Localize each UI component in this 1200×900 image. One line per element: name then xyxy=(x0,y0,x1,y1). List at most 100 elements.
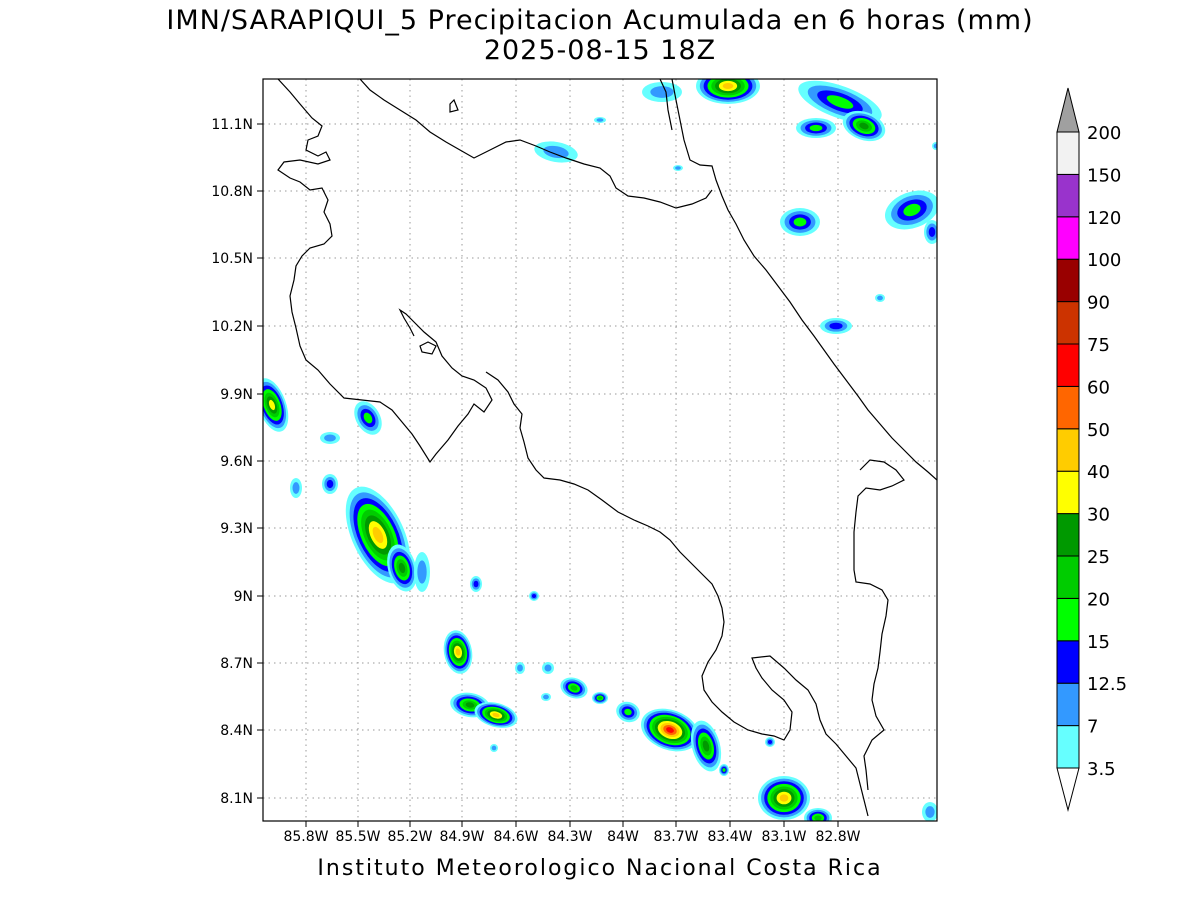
rain-cell xyxy=(690,720,722,772)
colorbar-swatch xyxy=(1056,555,1080,599)
rain-cell xyxy=(765,737,775,747)
colorbar-label: 90 xyxy=(1087,293,1110,314)
rain-cell xyxy=(529,591,539,601)
rain-cell xyxy=(560,677,588,699)
rain-contour xyxy=(544,664,552,672)
colorbar-label: 20 xyxy=(1087,589,1110,610)
colorbar-label: 30 xyxy=(1087,505,1110,526)
rain-contour xyxy=(702,740,710,752)
rain-cell xyxy=(490,744,498,752)
rain-contour xyxy=(292,482,300,494)
rain-cell xyxy=(387,544,417,592)
pacific-coast-north xyxy=(277,79,493,464)
caribbean-coast-north xyxy=(659,79,673,131)
colorbar-swatch xyxy=(1056,597,1080,642)
rain-contour xyxy=(903,203,921,217)
colorbar-swatch xyxy=(1056,343,1080,387)
rain-cell xyxy=(515,662,525,674)
rain-cell xyxy=(290,478,302,498)
rain-cell xyxy=(642,82,682,102)
rain-contour xyxy=(324,434,336,442)
rain-contour xyxy=(624,708,632,716)
rain-cell xyxy=(719,764,729,776)
rain-contour xyxy=(877,295,883,301)
colorbar-swatch xyxy=(1056,173,1080,218)
lat-tick-label: 9.6N xyxy=(220,454,253,470)
rain-contour xyxy=(491,745,497,751)
colorbar-label: 15 xyxy=(1087,632,1110,653)
nicaragua-border xyxy=(359,79,713,209)
lat-tick-label: 8.7N xyxy=(220,656,253,672)
rain-cell xyxy=(542,662,554,674)
colorbar-swatch xyxy=(1056,682,1080,727)
colorbar-swatch xyxy=(1056,301,1080,345)
rain-contour xyxy=(829,322,843,330)
rain-cell xyxy=(354,401,382,435)
rain-cell xyxy=(922,802,937,821)
rain-cell xyxy=(820,318,852,334)
nicaragua-lake-island xyxy=(449,98,459,113)
rain-cell xyxy=(534,141,578,163)
rain-contour xyxy=(372,526,384,544)
colorbar-label: 120 xyxy=(1087,208,1121,229)
rain-cell xyxy=(263,378,289,432)
rain-contour xyxy=(465,702,475,708)
rain-contour xyxy=(826,95,854,109)
map-title: IMN/SARAPIQUI_5 Precipitacion Acumulada … xyxy=(166,5,1034,36)
colorbar-label: 3.5 xyxy=(1087,759,1116,780)
rain-contour xyxy=(363,412,373,424)
lon-tick-label: 84.9W xyxy=(439,829,484,845)
rain-cell xyxy=(924,220,937,244)
rain-cell xyxy=(594,117,606,123)
pacific-coast-central xyxy=(485,371,869,817)
rain-contour xyxy=(543,145,569,159)
rain-cell xyxy=(875,294,885,302)
colorbar-swatch xyxy=(1056,131,1080,175)
rain-cell xyxy=(640,708,700,752)
rain-contour xyxy=(517,664,523,672)
precipitation-field xyxy=(263,79,937,821)
colorbar-swatch xyxy=(1056,385,1080,430)
colorbar-swatch xyxy=(1056,640,1080,684)
rain-cell xyxy=(470,576,482,592)
colorbar-swatch xyxy=(1056,513,1080,557)
rain-contour xyxy=(596,118,604,122)
lon-tick-label: 85.2W xyxy=(387,829,432,845)
lat-tick-label: 9.9N xyxy=(220,387,253,403)
colorbar-label: 50 xyxy=(1087,420,1110,441)
colorbar-label: 200 xyxy=(1087,123,1121,144)
lat-tick-label: 8.1N xyxy=(220,791,253,807)
map-gridlines xyxy=(263,79,937,821)
rain-cell xyxy=(673,165,683,171)
colorbar-swatch xyxy=(1056,470,1080,515)
colorbar-label: 12.5 xyxy=(1087,674,1127,695)
colorbar-min-arrow xyxy=(1056,767,1080,812)
rain-contour xyxy=(675,166,681,170)
lat-tick-label: 9N xyxy=(234,589,253,605)
rain-contour xyxy=(933,143,937,149)
rain-contour xyxy=(925,806,935,818)
rain-contour xyxy=(398,562,406,574)
colorbar-label: 25 xyxy=(1087,547,1110,568)
colorbar-label: 60 xyxy=(1087,377,1110,398)
lon-tick-label: 84W xyxy=(607,829,639,845)
lon-tick-label: 83.4W xyxy=(707,829,752,845)
rain-contour xyxy=(597,696,603,700)
rain-cell xyxy=(322,474,338,494)
map-frame xyxy=(262,78,938,822)
rain-cell xyxy=(884,190,937,230)
colorbar-max-arrow xyxy=(1056,87,1080,133)
rain-cell xyxy=(592,692,608,704)
caribbean-coast xyxy=(671,79,937,481)
colorbar-label: 75 xyxy=(1087,335,1110,356)
rain-cell xyxy=(758,776,810,820)
lon-tick-label: 84.6W xyxy=(493,829,538,845)
lon-tick-label: 82.8W xyxy=(815,829,860,845)
colorbar-swatch xyxy=(1056,725,1080,769)
rain-cell xyxy=(796,118,836,138)
rain-contour xyxy=(455,648,461,656)
rain-cell xyxy=(345,486,411,584)
rain-cell xyxy=(932,142,937,150)
rain-contour xyxy=(268,399,276,411)
